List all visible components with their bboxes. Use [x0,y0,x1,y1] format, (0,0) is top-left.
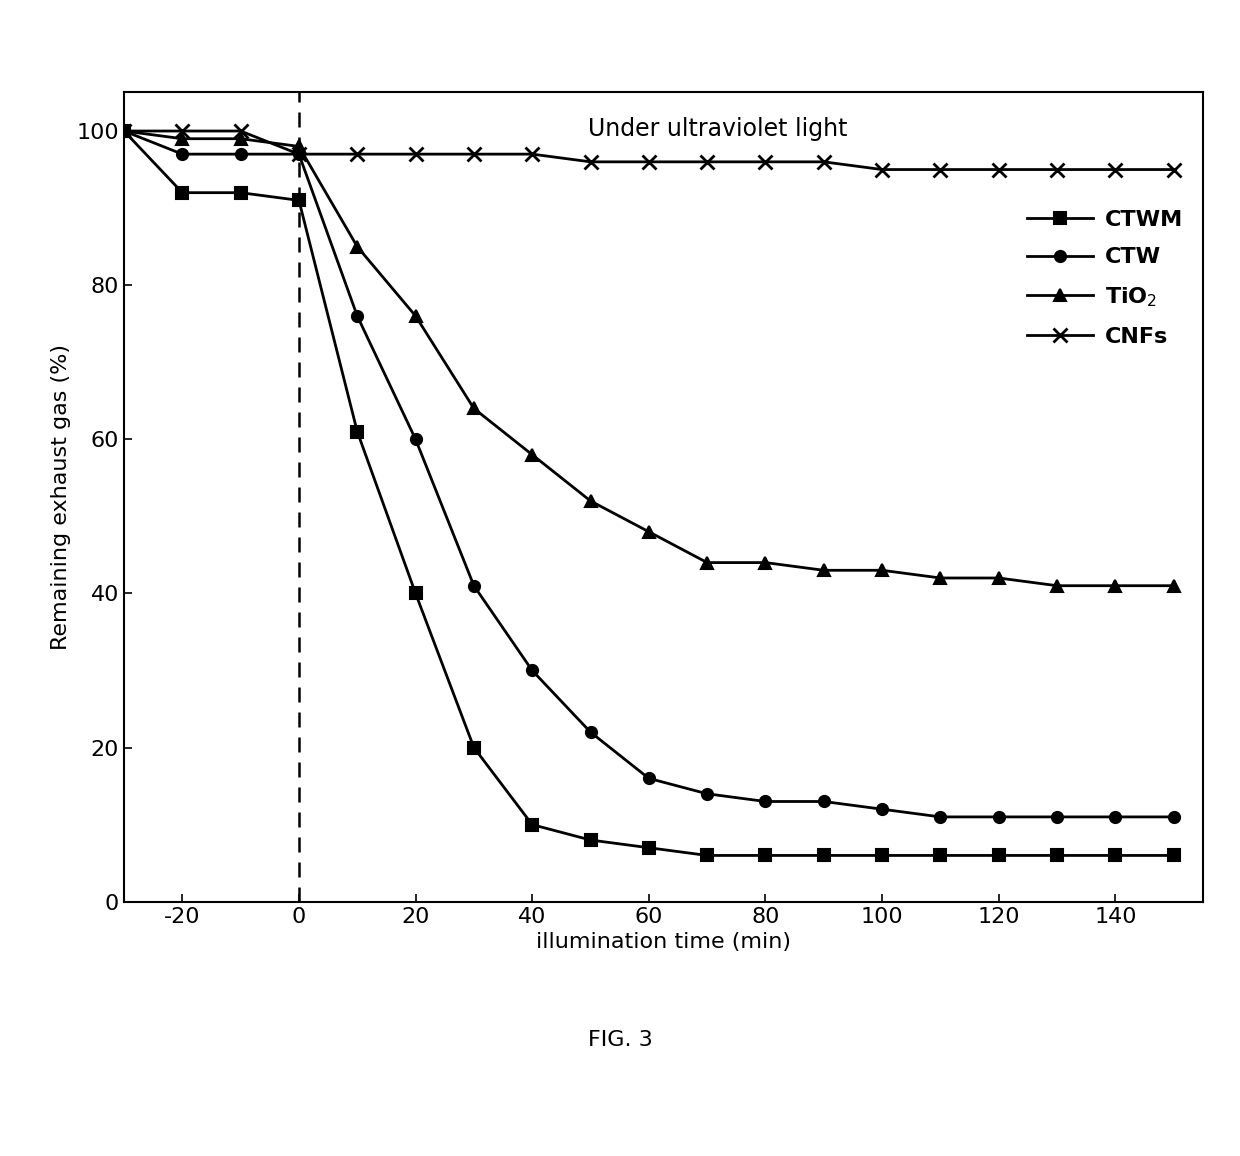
CNFs [175,124,190,138]
TiO$_2$ [641,525,656,539]
CTW [991,810,1006,824]
TiO$_2$ [1107,579,1122,593]
TiO$_2$ [233,132,248,146]
Line: CTW: CTW [119,126,1179,822]
TiO$_2$ [874,563,889,577]
CTW [583,725,598,739]
CTWM [233,186,248,200]
X-axis label: illumination time (min): illumination time (min) [536,932,791,953]
CNFs [408,147,423,161]
CTWM [1166,849,1180,862]
CNFs [1049,163,1064,177]
CNFs [874,163,889,177]
CTWM [1107,849,1122,862]
CNFs [991,163,1006,177]
CNFs [466,147,481,161]
TiO$_2$ [525,447,539,461]
CTW [466,579,481,593]
TiO$_2$ [1166,579,1180,593]
TiO$_2$ [175,132,190,146]
CTW [641,771,656,785]
CTW [233,147,248,161]
CNFs [117,124,131,138]
CNFs [233,124,248,138]
CNFs [816,155,831,169]
Text: Under ultraviolet light: Under ultraviolet light [588,117,847,141]
CNFs [525,147,539,161]
Text: FIG. 3: FIG. 3 [588,1030,652,1051]
TiO$_2$ [583,494,598,507]
CTW [758,794,773,808]
Line: CNFs: CNFs [117,124,1180,177]
CTWM [583,833,598,847]
CNFs [1166,163,1180,177]
TiO$_2$ [758,556,773,570]
CTW [1049,810,1064,824]
TiO$_2$ [408,309,423,323]
TiO$_2$ [117,124,131,138]
CTWM [874,849,889,862]
TiO$_2$ [699,556,714,570]
CTWM [408,586,423,600]
CTWM [117,124,131,138]
TiO$_2$ [816,563,831,577]
CNFs [699,155,714,169]
TiO$_2$ [291,140,306,154]
CTW [117,124,131,138]
CNFs [641,155,656,169]
Y-axis label: Remaining exhaust gas (%): Remaining exhaust gas (%) [51,344,71,650]
CTWM [466,741,481,755]
CTW [350,309,365,323]
CTW [1166,810,1180,824]
TiO$_2$ [350,239,365,253]
TiO$_2$ [1049,579,1064,593]
CNFs [1107,163,1122,177]
CTWM [932,849,947,862]
CTWM [1049,849,1064,862]
CNFs [583,155,598,169]
CTW [1107,810,1122,824]
CNFs [350,147,365,161]
CTW [291,147,306,161]
CTWM [175,186,190,200]
CTW [525,664,539,677]
CTWM [291,193,306,207]
CTW [408,432,423,446]
TiO$_2$ [991,571,1006,585]
CTWM [699,849,714,862]
CTW [816,794,831,808]
CTW [699,787,714,801]
Legend: CTWM, CTW, TiO$_2$, CNFs: CTWM, CTW, TiO$_2$, CNFs [1018,201,1192,355]
CTWM [758,849,773,862]
Line: CTWM: CTWM [119,126,1179,861]
TiO$_2$ [466,401,481,415]
Line: TiO$_2$: TiO$_2$ [118,125,1180,592]
CTW [175,147,190,161]
CNFs [758,155,773,169]
CTW [874,802,889,816]
CTWM [641,840,656,854]
CTW [932,810,947,824]
TiO$_2$ [932,571,947,585]
CTWM [991,849,1006,862]
CTWM [350,424,365,438]
CNFs [291,147,306,161]
CNFs [932,163,947,177]
CTWM [816,849,831,862]
CTWM [525,817,539,831]
